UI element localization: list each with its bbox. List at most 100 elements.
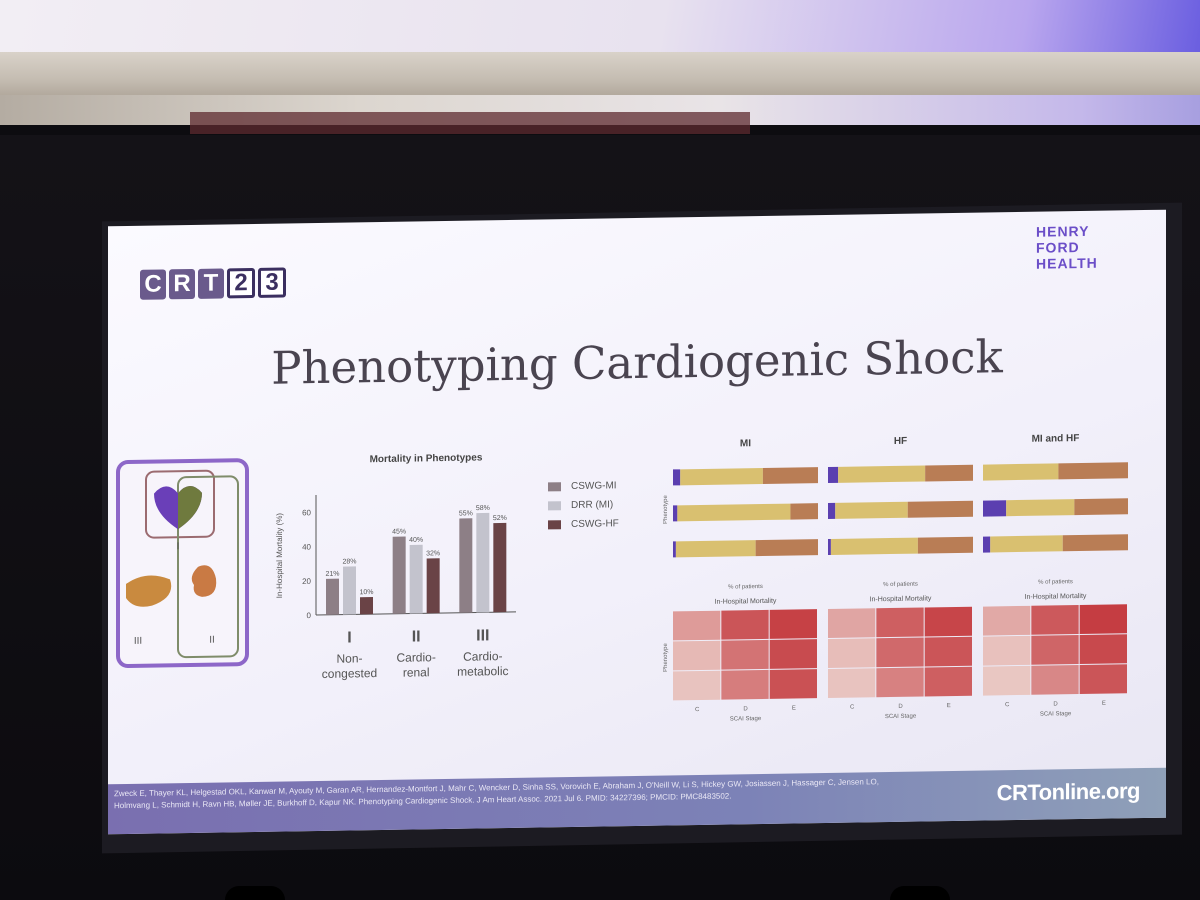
bar: [392, 536, 406, 614]
heatmap-cell: [876, 607, 924, 638]
logo-word: HENRY: [1036, 222, 1090, 240]
y-axis-label: Phenotype: [663, 494, 669, 523]
legend-swatch: [548, 501, 561, 511]
henry-ford-health-logo: HENRY FORD HEALTH: [1036, 222, 1136, 272]
stacked-bar-segment: [830, 537, 918, 555]
slide-title: Phenotyping Cardiogenic Shock: [271, 330, 1003, 395]
bar: [326, 578, 339, 615]
mortality-chart-svg: 0 20 40 60 In-Hospital Mortality (%) 21%28% 10…: [275, 495, 516, 681]
heatmap-cell: [924, 636, 972, 667]
phenotype-label: II: [209, 635, 215, 646]
category-tick-label: II: [412, 628, 421, 645]
bar-data-label: 10%: [359, 589, 373, 596]
y-tick-label: 0: [307, 611, 312, 620]
category-tick-label: III: [476, 627, 489, 644]
logo-word: HEALTH: [1036, 254, 1098, 272]
bar-data-label: 21%: [325, 571, 339, 578]
stacked-bar-segment: [990, 535, 1063, 553]
heatmap-cell: [828, 638, 876, 668]
x-tick-label: E: [792, 706, 796, 712]
ceiling: [0, 0, 1200, 60]
legend-swatch: [548, 482, 561, 492]
category-sublabel: Non-: [336, 651, 362, 665]
crt23-logo: C R T 2 3: [140, 267, 286, 300]
distribution-heatmap-svg: MI % of patients HF % of patients MI and HF%…: [663, 433, 1129, 723]
heatmap-cell: [721, 669, 769, 700]
mortality-bar-chart: Mortality in Phenotypes 0 20 40 60 In-Hospit…: [268, 452, 528, 726]
legend-item: CSWG-MI: [548, 480, 619, 492]
category-sublabel: Cardio-: [463, 649, 502, 664]
stacked-bar-segment: [835, 501, 908, 519]
legend-item: CSWG-HF: [548, 518, 619, 530]
heatmap-cell: [769, 639, 817, 669]
stacked-bar-segment: [917, 536, 973, 554]
heatmap-cell: [828, 608, 876, 638]
liver-icon: [126, 575, 172, 607]
x-axis-label: % of patients: [728, 584, 763, 591]
panel-title: MI and HF: [1032, 433, 1080, 445]
heatmap-cell: [673, 670, 721, 701]
audience-head: [890, 886, 950, 900]
x-axis-label: % of patients: [1038, 579, 1073, 586]
logo-letter: R: [169, 268, 195, 300]
category-sublabel: metabolic: [457, 664, 508, 679]
heatmap-cell: [721, 639, 769, 670]
logo-word: FORD: [1036, 239, 1080, 256]
bar: [360, 597, 373, 615]
stacked-bar-segment: [828, 502, 836, 519]
heatmap-cell: [1079, 664, 1127, 695]
stacked-bar-segment: [838, 465, 926, 483]
x-tick-label: E: [1102, 701, 1106, 707]
heatmap-cell: [924, 606, 972, 637]
heatmap-cell: [769, 669, 817, 699]
bar-data-label: 28%: [342, 558, 356, 565]
legend-label: CSWG-HF: [571, 518, 619, 531]
stacked-bar-segment: [907, 500, 973, 518]
phenotype-label: I: [177, 541, 180, 552]
phenotype-label: III: [134, 636, 142, 647]
panel-title: MI: [740, 438, 751, 449]
x-tick-label: C: [850, 705, 855, 711]
heatmap-cell: [924, 666, 972, 697]
heatmap-title: In-Hospital Mortality: [715, 598, 777, 606]
molding-trim: [190, 112, 750, 134]
stacked-bar-segment: [755, 539, 818, 557]
heatmap-cell: [983, 605, 1031, 636]
x-tick-label: C: [695, 707, 700, 713]
x-tick-label: C: [1005, 702, 1010, 708]
bar-data-label: 45%: [392, 528, 406, 535]
x-axis-label: SCAI Stage: [730, 716, 762, 723]
stacked-bar-segment: [673, 541, 676, 558]
heatmap-cell: [983, 665, 1031, 696]
phenotype-distribution-figure: MI % of patients HF % of patients MI and HF%…: [663, 422, 1163, 730]
stacked-bar-segment: [680, 468, 763, 486]
bar: [493, 522, 507, 613]
crtonline-logo: CRTonline.org: [996, 778, 1140, 806]
bar-data-label: 32%: [426, 550, 440, 557]
panel-title: HF: [894, 436, 907, 447]
stacked-bar-segment: [1062, 534, 1128, 552]
stacked-bar-segment: [673, 505, 678, 522]
category-sublabel: congested: [322, 666, 377, 681]
logo-digit: 2: [227, 268, 255, 299]
audience-head: [225, 886, 285, 900]
bar-data-label: 40%: [409, 537, 423, 544]
stacked-bar-segment: [925, 464, 973, 482]
heatmap-cell: [1031, 635, 1079, 665]
logo-letter: T: [198, 268, 224, 299]
heatmap-cell: [673, 640, 721, 671]
stacked-bar-segment: [790, 503, 818, 520]
stacked-bar-segment: [677, 503, 791, 522]
x-axis-label: % of patients: [883, 582, 918, 589]
stacked-bar-segment: [983, 500, 1007, 517]
bar-data-label: 55%: [459, 510, 473, 517]
heatmap-cell: [673, 610, 721, 641]
heatmap-cell: [876, 667, 924, 698]
legend-label: DRR (MI): [571, 499, 614, 512]
x-tick-label: D: [1053, 701, 1058, 707]
presentation-slide: C R T 2 3 HENRY FORD HEALTH Phenotyping …: [108, 209, 1166, 835]
bar: [426, 558, 440, 614]
y-tick-label: 60: [302, 508, 311, 517]
heatmap-cell: [828, 668, 876, 698]
stacked-bar-segment: [983, 463, 1059, 481]
